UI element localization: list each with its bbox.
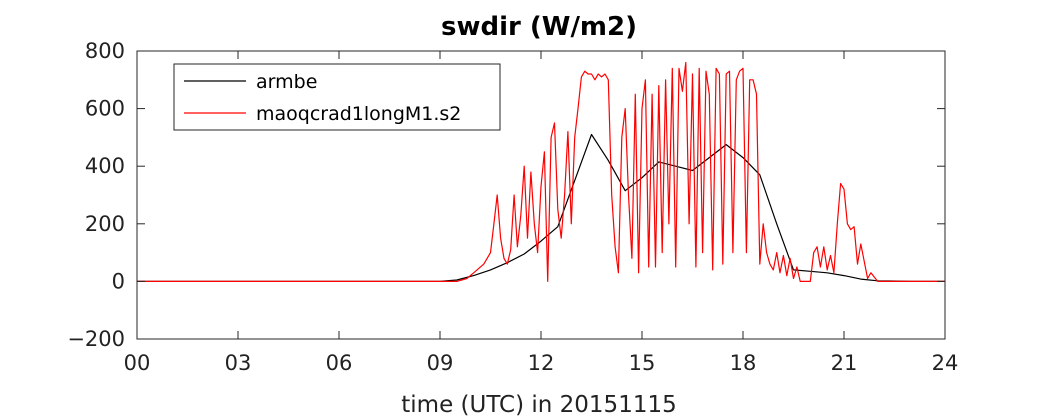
y-tick-label: 800 <box>85 39 125 63</box>
y-tick-label: 200 <box>85 212 125 236</box>
x-tick-label: 24 <box>932 351 959 375</box>
y-tick-label: −200 <box>67 327 125 351</box>
x-tick-label: 03 <box>225 351 252 375</box>
legend-label-0: armbe <box>256 71 317 93</box>
y-tick-label: 600 <box>85 97 125 121</box>
chart-title: swdir (W/m2) <box>441 12 637 42</box>
x-tick-label: 00 <box>124 351 151 375</box>
x-tick-label: 18 <box>730 351 757 375</box>
y-tick-label: 400 <box>85 154 125 178</box>
legend-box <box>173 63 501 131</box>
legend: armbe maoqcrad1longM1.s2 <box>173 63 501 131</box>
legend-label-1: maoqcrad1longM1.s2 <box>256 103 461 125</box>
series-line-1 <box>137 61 945 282</box>
x-tick-label: 21 <box>831 351 858 375</box>
x-tick-label: 06 <box>326 351 353 375</box>
y-axis: −200 0 200 400 600 800 <box>67 39 945 351</box>
x-tick-label: 15 <box>629 351 656 375</box>
x-tick-label: 12 <box>528 351 555 375</box>
x-axis: 00 03 06 09 12 15 18 21 24 <box>124 51 959 375</box>
x-axis-label: time (UTC) in 20151115 <box>401 392 676 417</box>
x-tick-label: 09 <box>427 351 454 375</box>
y-tick-label: 0 <box>112 269 125 293</box>
